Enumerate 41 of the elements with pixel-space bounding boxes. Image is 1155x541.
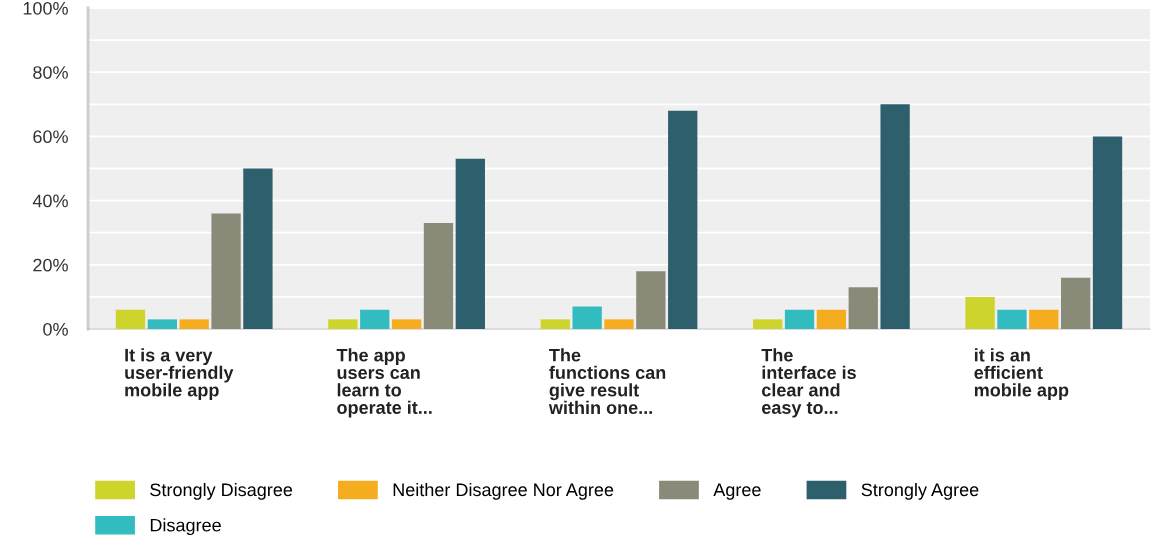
bar bbox=[360, 309, 390, 329]
legend-label: Neither Disagree Nor Agree bbox=[393, 482, 614, 500]
bar bbox=[604, 319, 634, 329]
bar bbox=[636, 271, 666, 329]
bar bbox=[328, 319, 358, 329]
y-tick-label: 80% bbox=[33, 66, 68, 79]
bar bbox=[668, 110, 698, 329]
legend-label: Disagree bbox=[150, 518, 221, 536]
bar bbox=[1029, 309, 1059, 329]
bar bbox=[391, 319, 422, 329]
bar bbox=[784, 309, 815, 329]
bar bbox=[243, 168, 273, 329]
bar bbox=[540, 319, 570, 329]
bar bbox=[115, 309, 146, 329]
y-tick-label: 20% bbox=[33, 258, 68, 272]
bar bbox=[572, 306, 602, 329]
bar bbox=[880, 104, 910, 329]
bar bbox=[423, 223, 454, 329]
y-tick-label: 40% bbox=[32, 194, 68, 208]
x-tick-label: The app users can learn to operate it... bbox=[336, 348, 432, 418]
bar bbox=[211, 213, 241, 329]
bar bbox=[848, 287, 878, 329]
bar bbox=[997, 309, 1027, 329]
x-tick-label: The functions can give result within one... bbox=[548, 348, 666, 415]
y-tick-label: 0% bbox=[43, 322, 68, 336]
x-tick-label: The interface is clear and easy to... bbox=[761, 348, 856, 418]
bar bbox=[816, 309, 847, 329]
bar bbox=[147, 319, 177, 329]
bar bbox=[455, 158, 485, 329]
x-tick-label: It is a very user-friendly mobile app bbox=[125, 348, 234, 401]
bar bbox=[1061, 277, 1091, 329]
bar bbox=[753, 319, 783, 329]
bar bbox=[179, 319, 209, 329]
legend-label: Strongly Agree bbox=[861, 482, 979, 500]
bar bbox=[965, 296, 995, 329]
y-tick-label: 100% bbox=[23, 1, 68, 15]
legend-label: Agree bbox=[713, 483, 761, 500]
y-tick-label: 60% bbox=[33, 130, 68, 144]
legend-label: Strongly Disagree bbox=[150, 482, 293, 500]
bar bbox=[1092, 136, 1123, 329]
x-tick-label: it is an efficient mobile app bbox=[974, 348, 1069, 401]
